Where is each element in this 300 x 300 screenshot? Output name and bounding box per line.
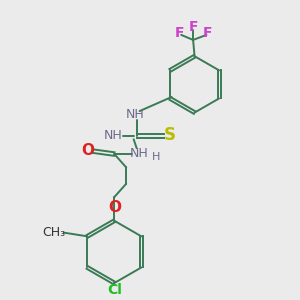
Text: F: F	[188, 20, 198, 34]
Text: NH: NH	[103, 129, 122, 142]
Text: CH₃: CH₃	[42, 226, 65, 239]
Text: NH: NH	[130, 147, 149, 160]
Text: O: O	[108, 200, 121, 215]
Text: Cl: Cl	[107, 283, 122, 297]
Text: F: F	[203, 26, 213, 40]
Text: O: O	[81, 143, 94, 158]
Text: F: F	[175, 26, 184, 40]
Text: S: S	[163, 126, 175, 144]
Text: H: H	[152, 152, 160, 162]
Text: NH: NH	[126, 108, 145, 121]
